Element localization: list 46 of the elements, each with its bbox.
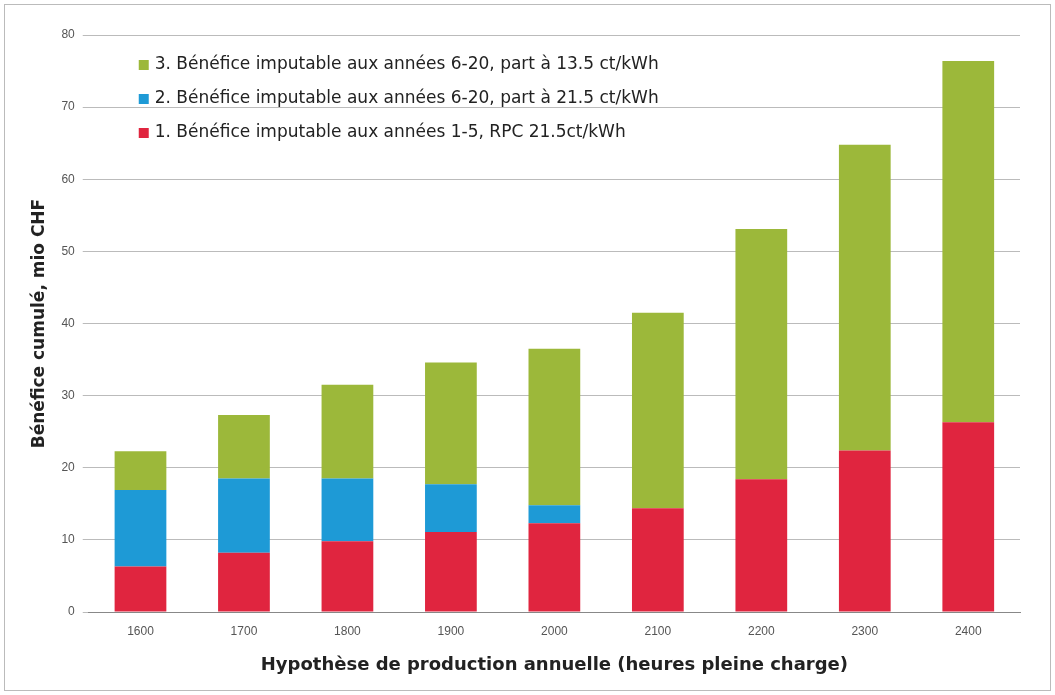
y-tick-label: 80	[61, 27, 76, 42]
x-tick-label: 2100	[644, 623, 672, 638]
bar	[942, 422, 995, 612]
y-tick-label: 30	[61, 387, 76, 402]
bar	[218, 415, 270, 479]
bar	[425, 362, 477, 485]
legend-label: 2. Bénéfice imputable aux années 6-20, part à 21.5 ct/kWh	[154, 87, 659, 108]
bar	[321, 541, 374, 612]
y-tick-label: 20	[61, 460, 76, 475]
legend-label: 3. Bénéfice imputable aux années 6-20, part à 13.5 ct/kWh	[154, 53, 659, 74]
bar	[528, 523, 581, 612]
bar	[528, 505, 581, 524]
y-tick-label: 0	[68, 604, 76, 619]
bar	[631, 312, 684, 509]
bar	[425, 484, 477, 532]
bar	[735, 229, 788, 480]
bar	[838, 144, 891, 451]
y-tick-label: 10	[61, 532, 76, 547]
y-tick-label: 50	[61, 243, 76, 258]
x-tick-label: 1900	[437, 623, 465, 638]
y-tick-label: 60	[61, 171, 76, 186]
bar	[735, 479, 788, 612]
x-tick-label: 2300	[851, 623, 879, 638]
bar	[942, 60, 995, 423]
y-axis-title: Bénéfice cumulé, mio CHF	[27, 198, 48, 449]
x-tick-label: 2400	[954, 623, 982, 638]
bar	[425, 531, 477, 612]
y-tick-label: 70	[61, 99, 76, 114]
bar	[528, 348, 581, 506]
bar	[114, 566, 167, 612]
y-tick-label: 40	[61, 315, 76, 330]
bar	[218, 552, 270, 612]
legend-label: 1. Bénéfice imputable aux années 1-5, RPC 21.5ct/kWh	[154, 121, 626, 142]
bar	[321, 478, 374, 542]
bar	[218, 478, 270, 553]
bar	[631, 508, 684, 612]
bar	[114, 490, 167, 567]
x-tick-label: 1600	[127, 623, 155, 638]
x-tick-label: 2200	[747, 623, 775, 638]
x-tick-label: 2000	[541, 623, 569, 638]
bar	[321, 384, 374, 479]
bar	[838, 450, 891, 612]
x-tick-label: 1800	[334, 623, 362, 638]
bar	[114, 451, 167, 491]
x-axis-title: Hypothèse de production annuelle (heures pleine charge)	[260, 652, 848, 674]
x-tick-label: 1700	[230, 623, 258, 638]
